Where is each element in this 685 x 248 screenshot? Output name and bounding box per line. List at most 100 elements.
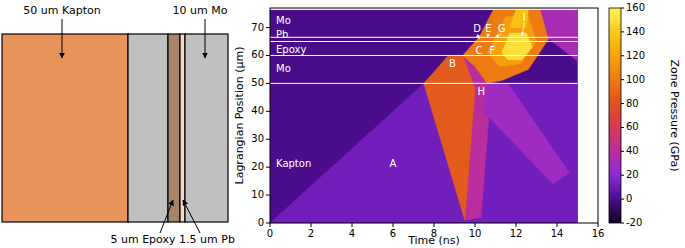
pressure-region	[510, 9, 528, 27]
x-axis-label: Time (ns)	[407, 234, 460, 247]
layer-label: 50 um Kapton	[23, 4, 100, 17]
x-tick-label: 2	[308, 228, 314, 239]
x-tick-label: 4	[349, 228, 355, 239]
colorbar-tick-label: 0	[626, 193, 632, 204]
x-tick	[516, 223, 517, 227]
layer-boundary	[270, 83, 578, 84]
x-tick	[352, 223, 353, 227]
colorbar-tick-label: 120	[626, 50, 645, 61]
label-arrow	[183, 200, 200, 233]
annotation: G	[498, 23, 506, 34]
layer-block	[168, 34, 180, 222]
figure: 50 um Kapton 10 um Mo 5 um Epoxy1.5 um Pb K…	[0, 0, 685, 248]
y-tick	[266, 27, 270, 28]
x-tick	[311, 223, 312, 227]
colorbar-tick-label: 140	[626, 26, 645, 37]
layer-boundary	[270, 9, 578, 10]
layer-label: 5 um Epoxy	[110, 233, 176, 246]
colorbar-tick-label: 60	[626, 121, 639, 132]
colorbar-tick	[621, 8, 624, 9]
label-arrow	[62, 19, 63, 58]
annotation-arrow	[522, 23, 524, 36]
colorbar-tick	[621, 103, 624, 104]
layer-block	[2, 34, 128, 222]
y-axis-label: Lagrangian Position (µm)	[233, 47, 246, 185]
pressure-region	[463, 9, 549, 83]
layer-name: Mo	[276, 15, 291, 26]
x-tick	[557, 223, 558, 227]
y-tick	[266, 55, 270, 56]
layer-name: Kapton	[276, 158, 311, 169]
annotation-arrow	[496, 34, 502, 37]
x-tick-label: 14	[551, 228, 564, 239]
y-tick	[266, 223, 270, 224]
colorbar	[609, 8, 621, 223]
y-tick	[266, 139, 270, 140]
colorbar-tick	[621, 79, 624, 80]
layer-block	[185, 34, 228, 222]
colorbar-tick-label: 40	[626, 145, 639, 156]
layer-label: 1.5 um Pb	[179, 233, 235, 246]
annotation: I	[523, 12, 526, 23]
colorbar-tick-label: 160	[626, 2, 645, 13]
x-tick	[270, 223, 271, 227]
label-arrow	[205, 19, 206, 58]
y-tick	[266, 167, 270, 168]
plot-frame	[270, 8, 598, 223]
colorbar-tick	[621, 151, 624, 152]
y-tick	[266, 195, 270, 196]
layer-name: Mo	[276, 63, 291, 74]
colorbar-label: Zone Pressure (GPa)	[668, 60, 681, 172]
plot-background	[270, 8, 598, 223]
plot-texts: Kapton Mo Epoxy Pb Mo A B CDEFG H I	[276, 12, 526, 170]
x-tick-label: 16	[592, 228, 605, 239]
y-tick-label: 0	[258, 217, 264, 228]
colorbar-tick	[621, 223, 624, 224]
layer-block	[180, 34, 185, 222]
colorbar-tick	[621, 31, 624, 32]
colorbar-tick	[621, 199, 624, 200]
annotation: H	[477, 86, 485, 97]
y-tick-label: 70	[251, 22, 264, 33]
colorbar-tick-label: 20	[626, 169, 639, 180]
x-tick	[434, 223, 435, 227]
x-tick-label: 6	[390, 228, 396, 239]
layer-boundary	[270, 55, 578, 56]
plot-area	[270, 9, 578, 223]
layer-diagram: 50 um Kapton 10 um Mo 5 um Epoxy1.5 um Pb	[2, 4, 235, 246]
y-tick	[266, 111, 270, 112]
annotation: F	[490, 45, 496, 56]
colorbar-tick	[621, 127, 624, 128]
x-tick	[475, 223, 476, 227]
pressure-region	[270, 9, 578, 223]
annotation: B	[449, 58, 456, 69]
annotation-arrow	[487, 34, 488, 37]
x-tick-label: 12	[510, 228, 523, 239]
annotation: D	[473, 23, 481, 34]
y-tick-label: 60	[251, 49, 264, 60]
colorbar-tick-label: -20	[626, 217, 642, 228]
x-tick	[598, 223, 599, 227]
y-tick-label: 40	[251, 105, 264, 116]
pressure-region	[424, 56, 475, 221]
colorbar-tick-label: 80	[626, 98, 639, 109]
layer-label: 10 um Mo	[173, 4, 228, 17]
y-tick-label: 50	[251, 77, 264, 88]
x-tick-label: 0	[267, 228, 273, 239]
annotation: C	[476, 45, 483, 56]
pressure-region	[270, 83, 578, 223]
annotation: E	[485, 23, 491, 34]
pressure-region	[541, 9, 578, 61]
layer-block	[128, 34, 168, 222]
annotation: A	[390, 158, 397, 169]
x-tick	[393, 223, 394, 227]
annotation-arrow	[477, 34, 479, 39]
layer-name: Epoxy	[276, 44, 306, 55]
colorbar-tick	[621, 175, 624, 176]
y-tick-label: 20	[251, 161, 264, 172]
layer-name: Pb	[276, 29, 288, 40]
pressure-region	[483, 83, 569, 183]
y-tick	[266, 83, 270, 84]
layer-boundary	[270, 41, 578, 42]
y-tick-label: 30	[251, 133, 264, 144]
